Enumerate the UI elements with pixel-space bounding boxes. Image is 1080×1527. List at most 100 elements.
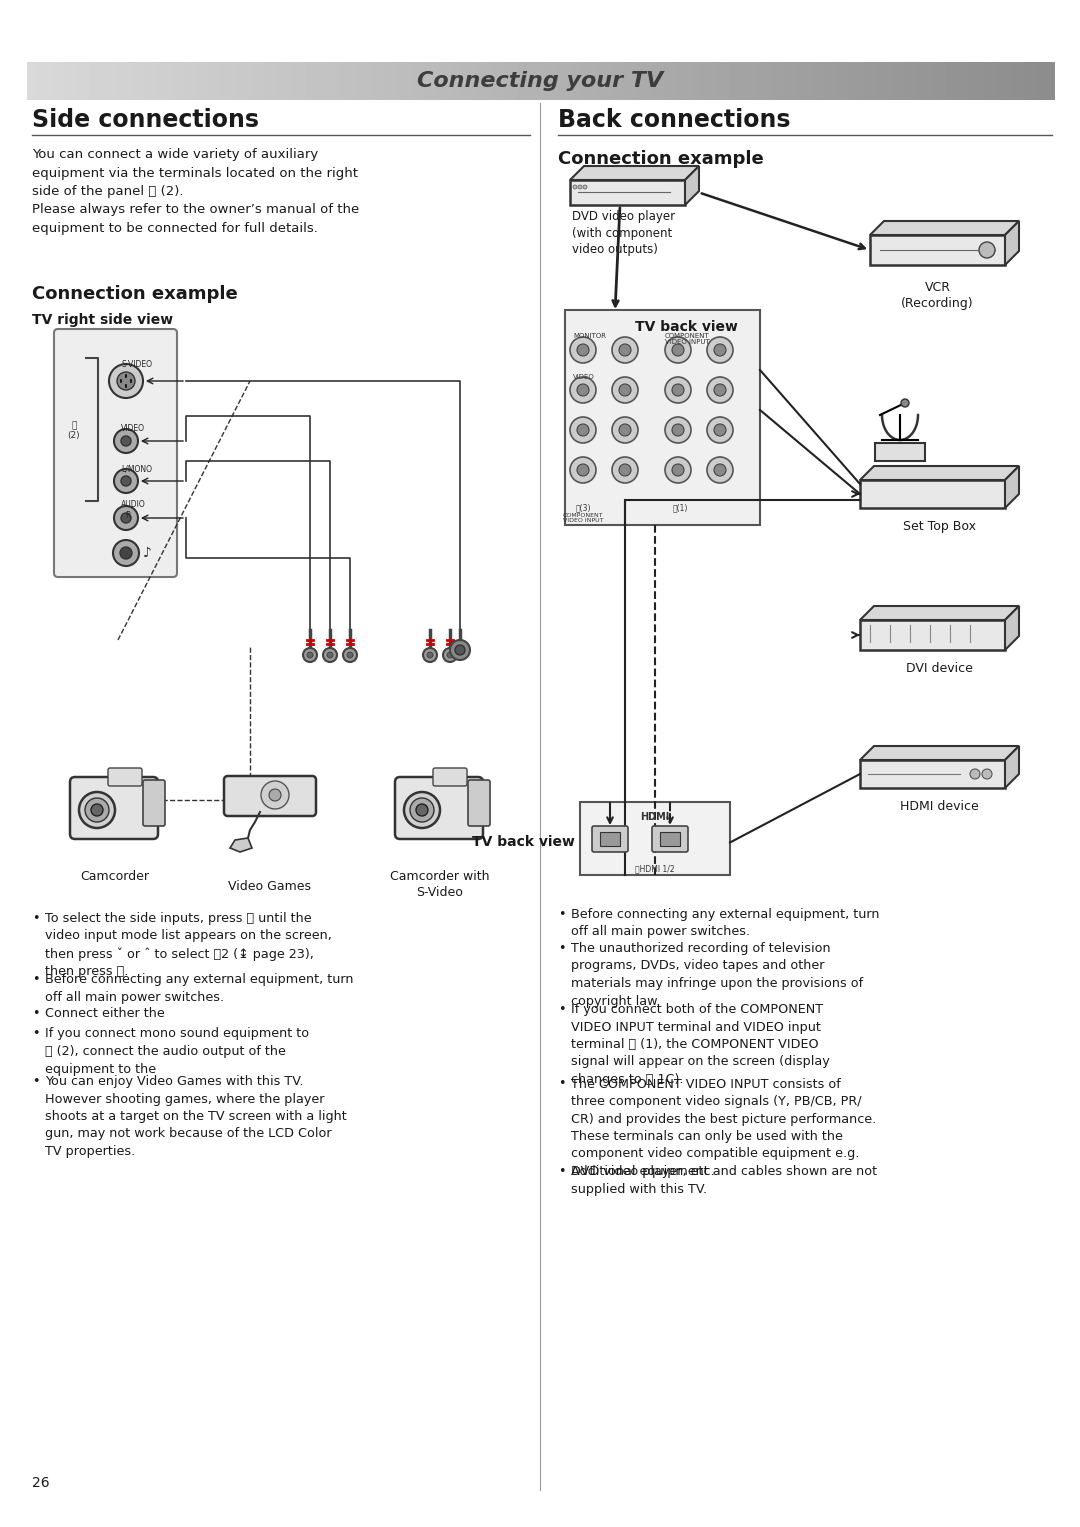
Text: •: •	[32, 973, 40, 986]
Circle shape	[455, 644, 465, 655]
Circle shape	[117, 373, 135, 389]
Circle shape	[612, 457, 638, 483]
Text: •: •	[558, 942, 566, 954]
Circle shape	[665, 377, 691, 403]
Circle shape	[619, 344, 631, 356]
Polygon shape	[860, 466, 1020, 479]
Circle shape	[578, 185, 582, 189]
FancyBboxPatch shape	[870, 235, 1005, 266]
Circle shape	[577, 464, 589, 476]
Text: COMPONENT
VIDEO INPUT: COMPONENT VIDEO INPUT	[665, 333, 710, 345]
Circle shape	[91, 805, 103, 815]
Text: ⓡHDMI 1/2: ⓡHDMI 1/2	[635, 864, 675, 873]
Circle shape	[672, 425, 684, 437]
Circle shape	[347, 652, 353, 658]
Text: TV back view: TV back view	[472, 835, 575, 849]
Circle shape	[583, 185, 588, 189]
Text: AUDIO: AUDIO	[121, 499, 146, 508]
Circle shape	[109, 363, 143, 399]
Polygon shape	[1005, 466, 1020, 508]
Text: Connecting your TV: Connecting your TV	[417, 70, 663, 92]
FancyBboxPatch shape	[860, 479, 1005, 508]
Text: Camcorder with
S-Video: Camcorder with S-Video	[390, 870, 489, 899]
Text: L/MONO: L/MONO	[121, 464, 152, 473]
Circle shape	[261, 780, 289, 809]
Circle shape	[443, 647, 457, 663]
Circle shape	[113, 541, 139, 567]
Text: TV back view: TV back view	[635, 321, 738, 334]
Circle shape	[416, 805, 428, 815]
Circle shape	[570, 457, 596, 483]
FancyBboxPatch shape	[860, 620, 1005, 651]
Circle shape	[707, 457, 733, 483]
Circle shape	[570, 377, 596, 403]
Text: •: •	[32, 912, 40, 925]
Circle shape	[450, 640, 470, 660]
Text: •: •	[32, 1028, 40, 1040]
Text: •: •	[558, 1165, 566, 1179]
Circle shape	[427, 652, 433, 658]
Text: If you connect mono sound equipment to
ⓡ (2), connect the audio output of the
eq: If you connect mono sound equipment to ⓡ…	[45, 1028, 309, 1075]
Text: Before connecting any external equipment, turn
off all main power switches.: Before connecting any external equipment…	[45, 973, 353, 1003]
Text: DVI device: DVI device	[906, 663, 973, 675]
Text: If you connect both of the COMPONENT
VIDEO INPUT terminal and VIDEO input
termin: If you connect both of the COMPONENT VID…	[571, 1003, 829, 1086]
FancyBboxPatch shape	[143, 780, 165, 826]
Circle shape	[120, 547, 132, 559]
Circle shape	[665, 457, 691, 483]
Circle shape	[978, 241, 995, 258]
Circle shape	[79, 793, 114, 828]
Polygon shape	[860, 747, 1020, 760]
Circle shape	[612, 377, 638, 403]
Polygon shape	[1005, 747, 1020, 788]
Text: ♪: ♪	[143, 547, 152, 560]
Circle shape	[714, 425, 726, 437]
FancyBboxPatch shape	[660, 832, 680, 846]
FancyBboxPatch shape	[224, 776, 316, 815]
Circle shape	[619, 464, 631, 476]
Text: TV right side view: TV right side view	[32, 313, 173, 327]
Circle shape	[672, 464, 684, 476]
Text: ⓡ(1): ⓡ(1)	[673, 502, 688, 512]
Text: ⓡ(3): ⓡ(3)	[576, 502, 591, 512]
Text: The COMPONENT VIDEO INPUT consists of
three component video signals (Y, PB/CB, P: The COMPONENT VIDEO INPUT consists of th…	[571, 1078, 876, 1177]
FancyBboxPatch shape	[580, 802, 730, 875]
Text: •: •	[558, 1078, 566, 1090]
Circle shape	[114, 429, 138, 454]
Text: 26: 26	[32, 1477, 50, 1490]
Text: S-VIDEO: S-VIDEO	[121, 360, 152, 370]
Text: Additional equipment and cables shown are not
supplied with this TV.: Additional equipment and cables shown ar…	[571, 1165, 877, 1196]
Polygon shape	[1005, 606, 1020, 651]
Circle shape	[323, 647, 337, 663]
Circle shape	[114, 469, 138, 493]
Circle shape	[570, 417, 596, 443]
Text: DVD video player
(with component
video outputs): DVD video player (with component video o…	[572, 211, 675, 257]
Circle shape	[327, 652, 333, 658]
Text: Camcorder: Camcorder	[81, 870, 149, 883]
Circle shape	[423, 647, 437, 663]
FancyBboxPatch shape	[570, 180, 685, 205]
FancyBboxPatch shape	[433, 768, 467, 786]
Circle shape	[970, 770, 980, 779]
Circle shape	[85, 799, 109, 822]
Text: HDMI: HDMI	[640, 812, 670, 822]
Circle shape	[269, 789, 281, 802]
Polygon shape	[685, 166, 699, 205]
FancyBboxPatch shape	[395, 777, 483, 838]
Polygon shape	[870, 221, 1020, 235]
FancyBboxPatch shape	[592, 826, 627, 852]
Text: ⓡ
(2): ⓡ (2)	[68, 421, 80, 440]
Text: MONITOR: MONITOR	[573, 333, 606, 339]
Text: Set Top Box: Set Top Box	[903, 521, 976, 533]
FancyBboxPatch shape	[108, 768, 141, 786]
Circle shape	[343, 647, 357, 663]
FancyBboxPatch shape	[54, 328, 177, 577]
Text: Video Games: Video Games	[229, 880, 311, 893]
FancyBboxPatch shape	[600, 832, 620, 846]
Text: You can connect a wide variety of auxiliary
equipment via the terminals located : You can connect a wide variety of auxili…	[32, 148, 360, 235]
Circle shape	[612, 337, 638, 363]
Circle shape	[714, 464, 726, 476]
FancyBboxPatch shape	[70, 777, 158, 838]
Circle shape	[121, 437, 131, 446]
Text: You can enjoy Video Games with this TV.
However shooting games, where the player: You can enjoy Video Games with this TV. …	[45, 1075, 347, 1157]
Circle shape	[672, 344, 684, 356]
